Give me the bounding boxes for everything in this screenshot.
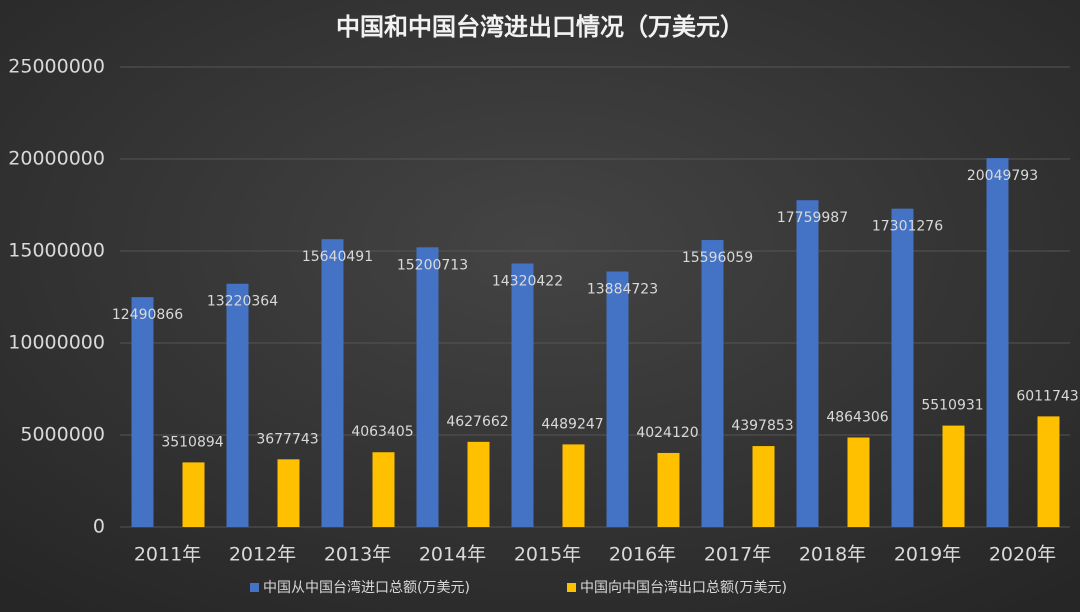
value-label: 17301276 [872, 219, 943, 235]
bar [226, 283, 249, 527]
bar [891, 208, 914, 527]
legend-swatch [250, 583, 259, 592]
bar [701, 240, 724, 527]
bar [321, 239, 344, 527]
y-tick-label: 25000000 [8, 56, 105, 78]
value-label: 13884723 [587, 282, 658, 298]
value-label: 12490866 [112, 307, 183, 323]
bar [372, 452, 395, 527]
value-label: 4397853 [731, 418, 793, 434]
value-label: 15596059 [682, 250, 753, 266]
value-label: 4864306 [826, 409, 888, 425]
y-tick-label: 5000000 [20, 424, 105, 446]
chart-title: 中国和中国台湾进出口情况（万美元） [336, 13, 744, 41]
value-label: 6011743 [1016, 388, 1078, 404]
bar [467, 441, 490, 527]
bar [277, 459, 300, 527]
value-label: 20049793 [967, 168, 1038, 184]
value-label: 4627662 [446, 414, 508, 430]
bar [606, 271, 629, 527]
legend-label: 中国向中国台湾出口总额(万美元) [580, 579, 787, 596]
bar [182, 462, 205, 527]
bar [942, 425, 965, 527]
y-tick-label: 15000000 [8, 240, 105, 262]
legend-swatch [567, 583, 576, 592]
value-label: 4063405 [351, 424, 413, 440]
bar [1037, 416, 1060, 527]
value-label: 13220364 [207, 294, 278, 310]
x-tick-label: 2017年 [704, 544, 771, 566]
x-tick-label: 2011年 [134, 544, 201, 566]
x-tick-label: 2019年 [894, 544, 961, 566]
bar [416, 247, 439, 527]
bar [657, 452, 680, 527]
value-label: 15200713 [397, 257, 468, 273]
x-tick-label: 2016年 [609, 544, 676, 566]
bar [752, 446, 775, 527]
y-tick-label: 20000000 [8, 148, 105, 170]
value-label: 3510894 [161, 434, 223, 450]
x-tick-label: 2020年 [989, 544, 1056, 566]
bar [511, 263, 534, 527]
x-tick-label: 2013年 [324, 544, 391, 566]
x-tick-label: 2014年 [419, 544, 486, 566]
value-label: 4024120 [636, 425, 698, 441]
value-label: 17759987 [777, 210, 848, 226]
legend-label: 中国从中国台湾进口总额(万美元) [263, 579, 470, 596]
bar [131, 297, 154, 527]
y-tick-label: 10000000 [8, 332, 105, 354]
x-tick-label: 2018年 [799, 544, 866, 566]
bar [986, 158, 1009, 527]
value-label: 5510931 [921, 398, 983, 414]
x-tick-label: 2015年 [514, 544, 581, 566]
bar [562, 444, 585, 527]
value-label: 15640491 [302, 249, 373, 265]
x-tick-label: 2012年 [229, 544, 296, 566]
bar [847, 437, 870, 527]
value-label: 4489247 [541, 416, 603, 432]
bar [796, 200, 819, 527]
value-label: 14320422 [492, 274, 563, 290]
y-tick-label: 0 [93, 516, 105, 538]
value-label: 3677743 [256, 431, 318, 447]
